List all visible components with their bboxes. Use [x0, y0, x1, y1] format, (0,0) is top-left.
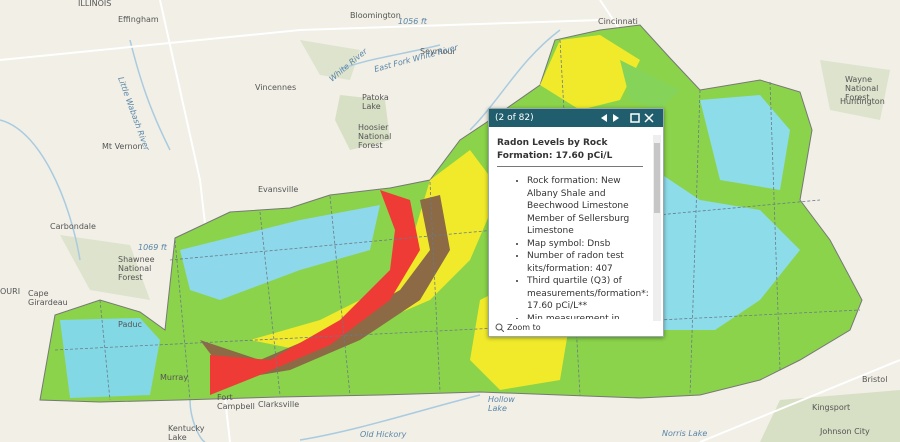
map-label: Little Wabash River [116, 76, 151, 153]
map-label-line: Forest [845, 93, 870, 102]
popup-item: Third quartile (Q3) of measurements/form… [527, 275, 649, 313]
map-label-line: Carbondale [50, 222, 96, 231]
map-label-line: Bristol [862, 375, 887, 384]
map-label: Hollow Lake [488, 395, 515, 413]
map-label-line: Mt Vernon [102, 142, 143, 151]
map-label-line: Fort [217, 393, 233, 402]
map-label: East Fork White River [373, 43, 459, 74]
maximize-button[interactable] [630, 113, 640, 123]
map-label: Clarksville [258, 400, 299, 409]
map-label: Cape Girardeau [28, 289, 68, 307]
map-label: Hoosier National Forest [358, 123, 391, 150]
map-label-line: Kingsport [812, 403, 850, 412]
map-label-line: Shawnee [118, 255, 155, 264]
kentucky-geology [39, 24, 863, 403]
map-label-line: Lake [362, 102, 381, 111]
scrollbar[interactable] [653, 135, 661, 321]
map-label: Johnson City [819, 427, 870, 436]
popup-item: Number of radon test kits/formation: 407 [527, 250, 643, 275]
map-label-line: OURI [0, 287, 20, 296]
map-label: OURI [0, 287, 20, 296]
map-label-line: Cincinnati [598, 17, 638, 26]
map-label: Mt Vernon [102, 142, 143, 151]
map-label: Seymour [420, 47, 456, 56]
map-label-line: Hollow [488, 395, 515, 404]
map-label: Paduc [118, 320, 142, 329]
map-label-line: Forest [118, 273, 143, 282]
map-label-line: Clarksville [258, 400, 299, 409]
zoom-icon [495, 323, 504, 332]
map-label-line: Cape [28, 289, 49, 298]
popup-body: Radon Levels by Rock Formation: 17.60 pC… [489, 129, 651, 319]
map-label: 1069 ft [138, 243, 168, 252]
map-label: Bloomington [350, 11, 401, 20]
map-label: Carbondale [50, 222, 96, 231]
next-button[interactable] [613, 114, 619, 122]
scroll-thumb[interactable] [654, 143, 660, 213]
map-label: Bristol [862, 375, 887, 384]
map-label: Huntington [840, 97, 885, 106]
map-label: Kentucky Lake [168, 424, 205, 442]
map-label-line: Evansville [258, 185, 298, 194]
map-label-line: ILLINOIS [78, 0, 111, 8]
map-label-line: Girardeau [28, 298, 68, 307]
map-label-line: Kentucky [168, 424, 205, 433]
popup-controls [601, 113, 654, 123]
popup-item: Min measurement in [527, 313, 643, 320]
close-button[interactable] [644, 113, 654, 123]
map-label: Evansville [258, 185, 298, 194]
map-label-line: Johnson City [819, 427, 870, 436]
map-label-line: Effingham [118, 15, 159, 24]
map-label-line: East Fork White River [373, 43, 459, 74]
map-label: Cincinnati [598, 17, 638, 26]
map-label-line: Paduc [118, 320, 142, 329]
map-label-line: Little Wabash River [116, 76, 151, 153]
map-label: Old Hickory [360, 430, 407, 439]
map-label: Murray [160, 373, 188, 382]
map-label-line: Patoka [362, 93, 389, 102]
map-label-line: Forest [358, 141, 383, 150]
popup-list: Rock formation: New Albany Shale and Bee… [497, 175, 649, 320]
map-label: ILLINOIS [78, 0, 111, 8]
popup: (2 of 82) Radon Levels by Rock Formation… [488, 108, 664, 337]
map-label-line: Hoosier [358, 123, 389, 132]
zoom-to-label[interactable]: Zoom to [507, 323, 541, 332]
popup-header: (2 of 82) [489, 109, 663, 127]
map-label-line: 1056 ft [398, 17, 428, 26]
popup-item: Map symbol: Dnsb [527, 238, 643, 251]
map-label-line: National [358, 132, 391, 141]
map-label-line: Huntington [840, 97, 885, 106]
map-label: Wayne National Forest [845, 75, 878, 102]
map-label: Fort Campbell [217, 393, 255, 411]
map-label-line: Seymour [420, 47, 456, 56]
map-label-line: Lake [488, 404, 507, 413]
rivers [0, 29, 561, 442]
map-label-line: Murray [160, 373, 188, 382]
map-label: Effingham [118, 15, 159, 24]
map-label: Shawnee National Forest [118, 255, 155, 282]
map-label-line: Vincennes [255, 83, 296, 92]
map-label-line: 1069 ft [138, 243, 168, 252]
map-label: Norris Lake [662, 429, 707, 438]
map-label-line: National [118, 264, 151, 273]
map-label-line: Norris Lake [662, 429, 707, 438]
previous-button[interactable] [601, 114, 607, 122]
popup-title: Radon Levels by Rock Formation: 17.60 pC… [497, 137, 643, 167]
popup-count: (2 of 82) [495, 113, 534, 123]
map-label-line: Wayne [845, 75, 872, 84]
map-label-line: Lake [168, 433, 187, 442]
map-label: Patoka Lake [362, 93, 389, 111]
map-label-line: Bloomington [350, 11, 401, 20]
map-label: 1056 ft [398, 17, 428, 26]
map-label: Kingsport [812, 403, 850, 412]
map-label-line: Old Hickory [360, 430, 407, 439]
map-label-line: National [845, 84, 878, 93]
popup-item: Rock formation: New Albany Shale and Bee… [527, 175, 643, 238]
map-label-line: Campbell [217, 402, 255, 411]
zoom-to[interactable]: Zoom to [495, 323, 541, 332]
map-label: Vincennes [255, 83, 296, 92]
